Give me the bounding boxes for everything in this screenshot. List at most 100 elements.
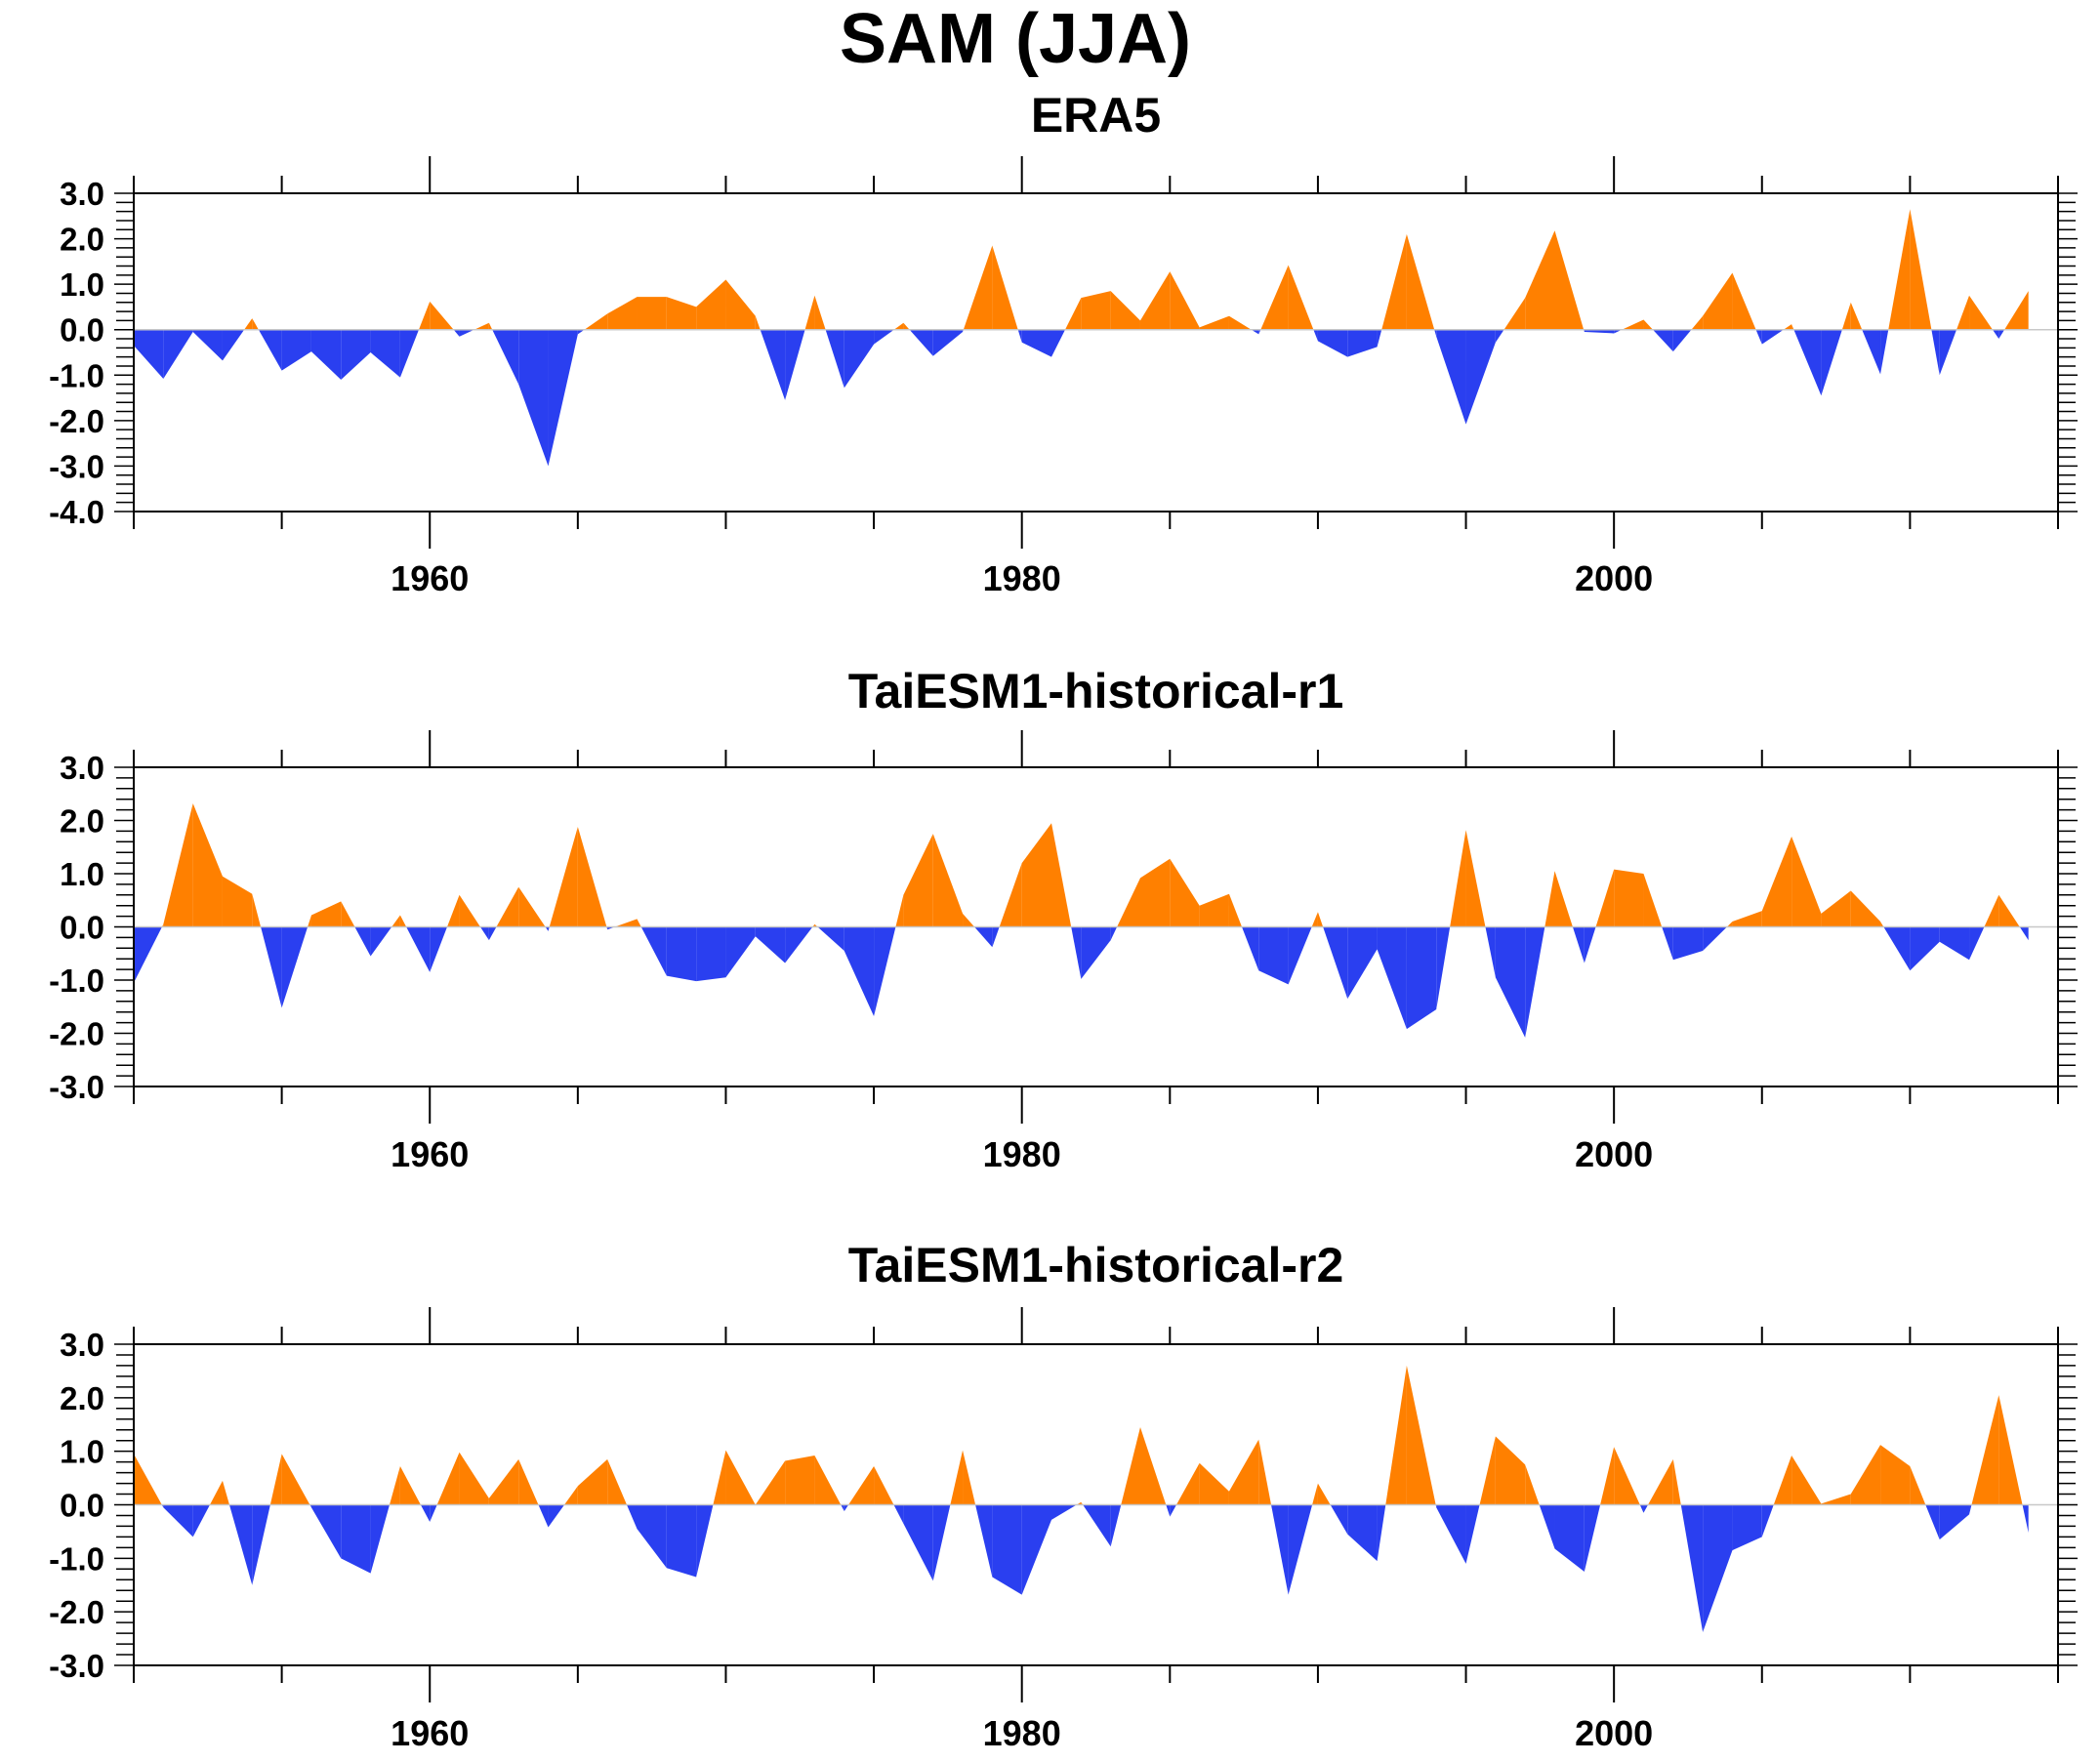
positive-area — [459, 1452, 489, 1505]
y-tick-label: 2.0 — [60, 1380, 104, 1416]
positive-area — [474, 322, 489, 330]
negative-area — [1925, 1504, 1940, 1540]
positive-area — [1732, 911, 1762, 927]
negative-area — [258, 329, 282, 371]
positive-area — [1110, 291, 1140, 330]
positive-area — [192, 803, 223, 927]
y-tick-label: 1.0 — [60, 856, 104, 892]
positive-area — [1525, 1464, 1540, 1505]
positive-area — [1228, 1439, 1259, 1505]
positive-area — [614, 919, 638, 927]
positive-area — [992, 245, 1018, 330]
negative-area — [932, 329, 964, 356]
positive-area — [1170, 858, 1200, 927]
negative-area — [975, 1504, 993, 1578]
positive-area — [666, 297, 697, 330]
plot-frame — [133, 192, 2059, 512]
positive-area — [281, 1454, 310, 1505]
positive-area — [1139, 1426, 1167, 1505]
positive-area — [1228, 893, 1243, 927]
positive-area — [1614, 1447, 1640, 1505]
negative-area — [1081, 926, 1111, 979]
negative-area — [406, 926, 431, 972]
chart-panel-2: TaiESM1-historical-r1 1960 1980 2000 3.0 2.0 1… — [49, 664, 2078, 1174]
positive-area — [1554, 230, 1585, 330]
negative-area — [666, 926, 697, 982]
negative-area — [932, 1504, 951, 1581]
negative-area — [548, 1504, 565, 1528]
positive-area — [2004, 291, 2029, 330]
negative-area — [341, 329, 371, 380]
negative-area — [1662, 926, 1673, 961]
positive-area — [903, 322, 910, 330]
positive-area — [222, 1480, 229, 1505]
y-tick-label: -4.0 — [49, 494, 104, 530]
negative-area — [548, 329, 578, 467]
positive-area — [1791, 1456, 1822, 1505]
negative-area — [1653, 329, 1673, 352]
positive-area — [418, 301, 431, 330]
negative-area — [1554, 1504, 1585, 1573]
positive-area — [308, 915, 311, 927]
chart-title: TaiESM1-historical-r2 — [848, 1238, 1344, 1292]
negative-area — [1525, 926, 1545, 1038]
negative-area — [281, 329, 311, 371]
positive-area — [1969, 295, 1993, 330]
positive-area — [488, 322, 493, 330]
negative-area — [1969, 926, 1985, 961]
y-tick-label: 2.0 — [60, 803, 104, 840]
positive-area — [310, 901, 342, 927]
x-tick-label: 1980 — [983, 1134, 1061, 1174]
negative-area — [1242, 926, 1259, 971]
x-tick-label: 1980 — [983, 1713, 1061, 1753]
negative-area — [1330, 1504, 1348, 1535]
positive-area — [1170, 271, 1200, 330]
x-tick-label: 2000 — [1575, 558, 1653, 598]
negative-area — [1288, 926, 1312, 985]
negative-area — [640, 926, 667, 976]
negative-area — [1071, 926, 1082, 979]
positive-area — [785, 1456, 815, 1505]
negative-area — [1732, 1504, 1762, 1551]
positive-area — [1554, 871, 1573, 927]
positive-area — [725, 1450, 756, 1505]
y-tick-label: -2.0 — [49, 1594, 104, 1630]
positive-area — [804, 295, 815, 330]
negative-area — [1910, 926, 1940, 971]
positive-area — [134, 1454, 162, 1505]
negative-area — [488, 926, 497, 941]
chart-title: ERA5 — [1031, 88, 1161, 143]
negative-area — [1755, 329, 1762, 345]
positive-area — [1121, 1426, 1140, 1505]
negative-area — [1258, 926, 1289, 985]
negative-area — [1639, 1504, 1644, 1513]
negative-area — [992, 1504, 1022, 1595]
negative-area — [281, 926, 309, 1008]
y-tick-label: -1.0 — [49, 963, 104, 999]
negative-area — [192, 329, 223, 361]
negative-area — [1672, 329, 1692, 352]
negative-area — [310, 1504, 342, 1559]
negative-area — [261, 926, 282, 1008]
negative-area — [626, 1504, 638, 1530]
positive-area — [1761, 836, 1792, 927]
positive-area — [607, 297, 638, 330]
y-tick-label: 3.0 — [60, 176, 104, 212]
positive-area — [1288, 265, 1314, 330]
negative-area — [1572, 926, 1585, 964]
negative-area — [1434, 329, 1437, 337]
y-tick-label: 0.0 — [60, 910, 104, 946]
negative-area — [1347, 926, 1378, 1000]
negative-area — [1761, 329, 1784, 345]
negative-area — [1614, 329, 1623, 334]
positive-area — [1260, 265, 1289, 330]
positive-area — [1406, 233, 1435, 330]
positive-area — [1479, 1436, 1496, 1505]
negative-area — [453, 329, 460, 337]
positive-area — [1643, 319, 1654, 330]
positive-area — [1622, 319, 1644, 330]
positive-area — [1643, 874, 1663, 927]
negative-area — [1880, 329, 1889, 375]
y-tick-label: -2.0 — [49, 403, 104, 439]
positive-area — [163, 803, 193, 927]
